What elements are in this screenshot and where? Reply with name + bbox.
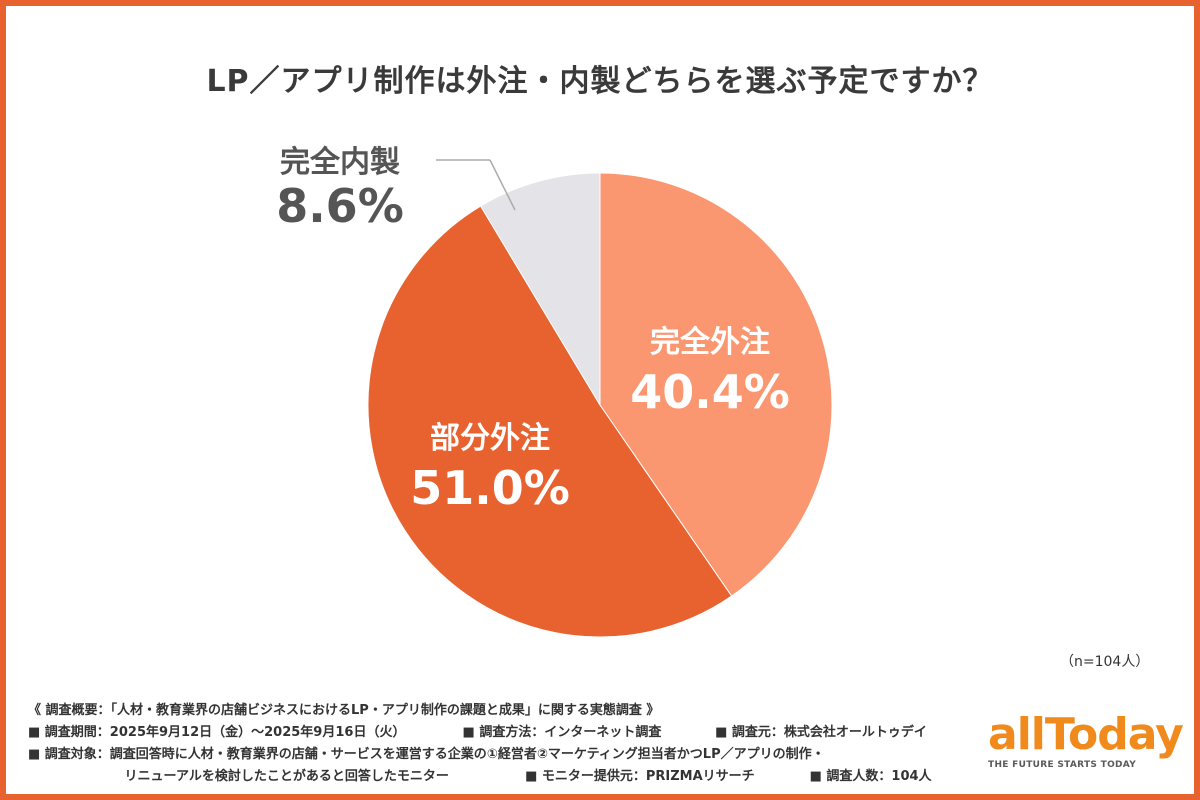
- logo-tagline: THE FUTURE STARTS TODAY: [988, 760, 1137, 770]
- pie-slice-full-outsource: [599, 172, 833, 597]
- pie-slice-partial-outsource: [367, 205, 733, 638]
- pie-slices: [367, 172, 833, 638]
- slice-value-partial-outsource: 51.0%: [410, 461, 570, 515]
- survey-row-1: ■ 調査期間：2025年9月12日（金）〜2025年9月16日（火） ■ 調査方…: [28, 722, 968, 744]
- survey-source: ■ 調査元：株式会社オールトゥデイ: [715, 725, 927, 740]
- pie-slice-full-inhouse: [479, 172, 601, 407]
- slice-label-full-inhouse: 完全内製: [280, 145, 400, 180]
- survey-method: ■ 調査方法：インターネット調査: [462, 725, 662, 740]
- alltoday-logo: allToday THE FUTURE STARTS TODAY: [988, 712, 1184, 782]
- slice-label-partial-outsource: 部分外注: [430, 421, 550, 456]
- chart-title: LP／アプリ制作は外注・内製どちらを選ぶ予定ですか？: [206, 64, 994, 99]
- leader-line-complete-inhouse-diag: [489, 159, 516, 211]
- survey-period: ■ 調査期間：2025年9月12日（金）〜2025年9月16日（火）: [28, 725, 406, 740]
- slice-value-full-outsource: 40.4%: [630, 365, 790, 419]
- slice-label-full-outsource: 完全外注: [650, 325, 770, 360]
- survey-summary: 《 調査概要：「人材・教育業界の店舗ビジネスにおけるLP・アプリ制作の課題と成果…: [28, 700, 968, 788]
- survey-heading: 《 調査概要：「人材・教育業界の店舗ビジネスにおけるLP・アプリ制作の課題と成果…: [28, 703, 660, 718]
- sample-size-note: （n=104人）: [1060, 654, 1150, 670]
- survey-provider: ■ モニター提供元：PRIZMAリサーチ: [525, 769, 755, 784]
- logo-wordmark: allToday: [988, 709, 1184, 760]
- survey-target-1: ■ 調査対象：調査回答時に人材・教育業界の店舗・サービスを運営する企業の①経営者…: [28, 747, 825, 762]
- survey-row-3: リニューアルを検討したことがあると回答したモニター ■ モニター提供元：PRIZ…: [28, 766, 968, 788]
- survey-count: ■ 調査人数：104人: [809, 769, 932, 784]
- slice-value-full-inhouse: 8.6%: [276, 179, 404, 233]
- survey-target-2: リニューアルを検討したことがあると回答したモニター: [124, 769, 449, 784]
